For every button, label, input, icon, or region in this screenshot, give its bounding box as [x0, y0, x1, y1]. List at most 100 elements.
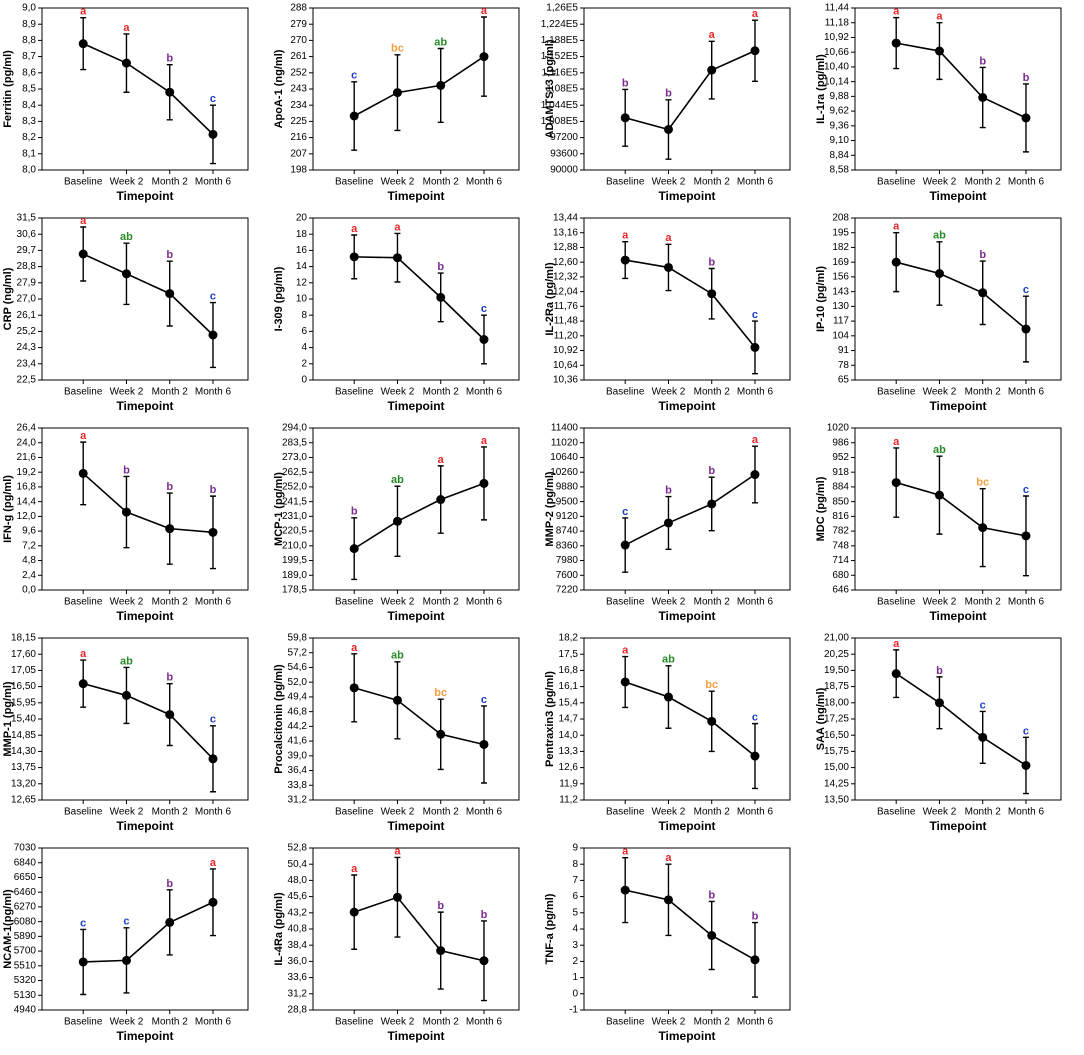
y-tick-label: 6650	[14, 872, 37, 883]
y-tick-label: 7220	[556, 585, 579, 596]
line	[624, 681, 756, 757]
y-tick-label: 143	[832, 286, 849, 297]
y-tick-label: 288	[290, 3, 307, 14]
y-tick-label: 16,50	[824, 730, 849, 741]
significance-letter: c	[752, 712, 758, 724]
x-tick-label: Week 2	[110, 807, 144, 818]
point	[750, 955, 760, 965]
x-axis-label: Timepoint	[387, 399, 444, 413]
point	[934, 46, 944, 56]
line	[353, 896, 485, 962]
x-tick-label: Baseline	[606, 177, 645, 188]
point	[436, 292, 446, 302]
x-tick-label: Month 2	[694, 597, 731, 608]
y-tick-label: 13,16	[553, 227, 578, 238]
x-tick-label: Month 6	[195, 597, 232, 608]
point	[978, 288, 988, 298]
y-tick-label: 220,5	[282, 526, 307, 537]
y-tick-label: 24,0	[17, 437, 37, 448]
y-axis-label: IP-10 (pg/ml)	[815, 266, 827, 332]
y-tick-label: 7600	[556, 570, 579, 581]
significance-letter: a	[438, 454, 445, 466]
x-tick-label: Week 2	[381, 807, 415, 818]
y-tick-label: 4,8	[22, 555, 36, 566]
point	[663, 125, 673, 134]
x-tick-label: Month 6	[195, 387, 232, 398]
y-tick-label: 11,76	[554, 301, 579, 312]
point	[349, 683, 359, 693]
y-tick-label: 9,6	[22, 526, 36, 537]
y-tick-label: 22,5	[17, 375, 37, 386]
y-tick-label: 11400	[551, 423, 579, 434]
y-tick-label: 25,2	[17, 326, 37, 337]
y-tick-label: 195	[832, 227, 849, 238]
line	[353, 687, 485, 746]
x-tick-label: Baseline	[606, 597, 645, 608]
y-tick-label: 1,08E5	[546, 84, 578, 95]
y-tick-label: 782	[832, 526, 849, 537]
y-tick-label: 9,88	[830, 91, 850, 102]
point	[1021, 531, 1031, 541]
y-tick-label: 0	[301, 375, 307, 386]
significance-letter: b	[979, 55, 986, 67]
y-tick-label: 1,152E5	[541, 51, 579, 62]
y-tick-label: 18	[296, 229, 308, 240]
x-tick-label: Week 2	[923, 177, 957, 188]
y-tick-label: 8,0	[22, 165, 36, 176]
x-tick-label: Baseline	[64, 177, 103, 188]
y-tick-label: 12,65	[11, 795, 36, 806]
y-tick-label: 18,00	[824, 697, 849, 708]
y-tick-label: 12,6	[559, 762, 579, 773]
y-tick-label: 8,6	[22, 67, 36, 78]
x-axis-label: Timepoint	[387, 189, 444, 203]
x-tick-label: Week 2	[110, 1017, 144, 1028]
y-tick-label: 1,188E5	[541, 35, 579, 46]
y-tick-label: 26,1	[17, 310, 37, 321]
point	[479, 739, 489, 749]
x-axis-label: Timepoint	[116, 399, 173, 413]
significance-letter: ab	[662, 654, 675, 666]
significance-letter: a	[123, 22, 130, 34]
significance-letter: b	[123, 464, 130, 476]
point	[663, 692, 673, 702]
significance-letter: b	[437, 900, 444, 912]
x-tick-label: Month 2	[152, 597, 189, 608]
significance-letter: b	[210, 484, 217, 496]
point	[978, 732, 988, 742]
y-axis-label: MCP-1 (pg/ml)	[273, 472, 285, 546]
point	[208, 897, 218, 907]
x-axis-label: Timepoint	[658, 609, 715, 623]
point	[663, 518, 673, 528]
y-tick-label: 26,4	[17, 423, 37, 434]
significance-letter: bc	[705, 679, 718, 691]
significance-letter: bc	[434, 687, 447, 699]
significance-letter: c	[752, 309, 758, 321]
point	[750, 46, 760, 56]
x-tick-label: Baseline	[64, 1017, 103, 1028]
y-tick-label: 59,8	[288, 633, 308, 644]
y-tick-label: 15,40	[11, 714, 36, 725]
point	[620, 113, 630, 123]
y-tick-label: 65	[838, 375, 850, 386]
y-tick-label: 270	[290, 35, 307, 46]
y-tick-label: 2	[572, 956, 578, 967]
point	[392, 253, 402, 263]
y-axis-label: NCAM-1(pg/ml)	[2, 889, 14, 969]
y-tick-label: 283,5	[282, 437, 307, 448]
significance-letter: a	[80, 215, 87, 227]
x-axis-label: Timepoint	[387, 819, 444, 833]
y-tick-label: 31,2	[288, 795, 308, 806]
y-tick-label: 189,0	[282, 570, 307, 581]
x-axis-label: Timepoint	[658, 189, 715, 203]
y-tick-label: 3	[572, 940, 578, 951]
significance-letter: a	[394, 845, 401, 857]
y-tick-label: 20,25	[824, 649, 849, 660]
plot-frame	[41, 847, 249, 1011]
x-tick-label: Week 2	[381, 177, 415, 188]
y-tick-label: 8360	[556, 540, 579, 551]
point	[663, 895, 673, 905]
y-axis-label: MMP-2 (pg/ml)	[544, 471, 556, 546]
point	[750, 342, 760, 352]
significance-letter: a	[622, 846, 629, 858]
point	[436, 495, 446, 505]
